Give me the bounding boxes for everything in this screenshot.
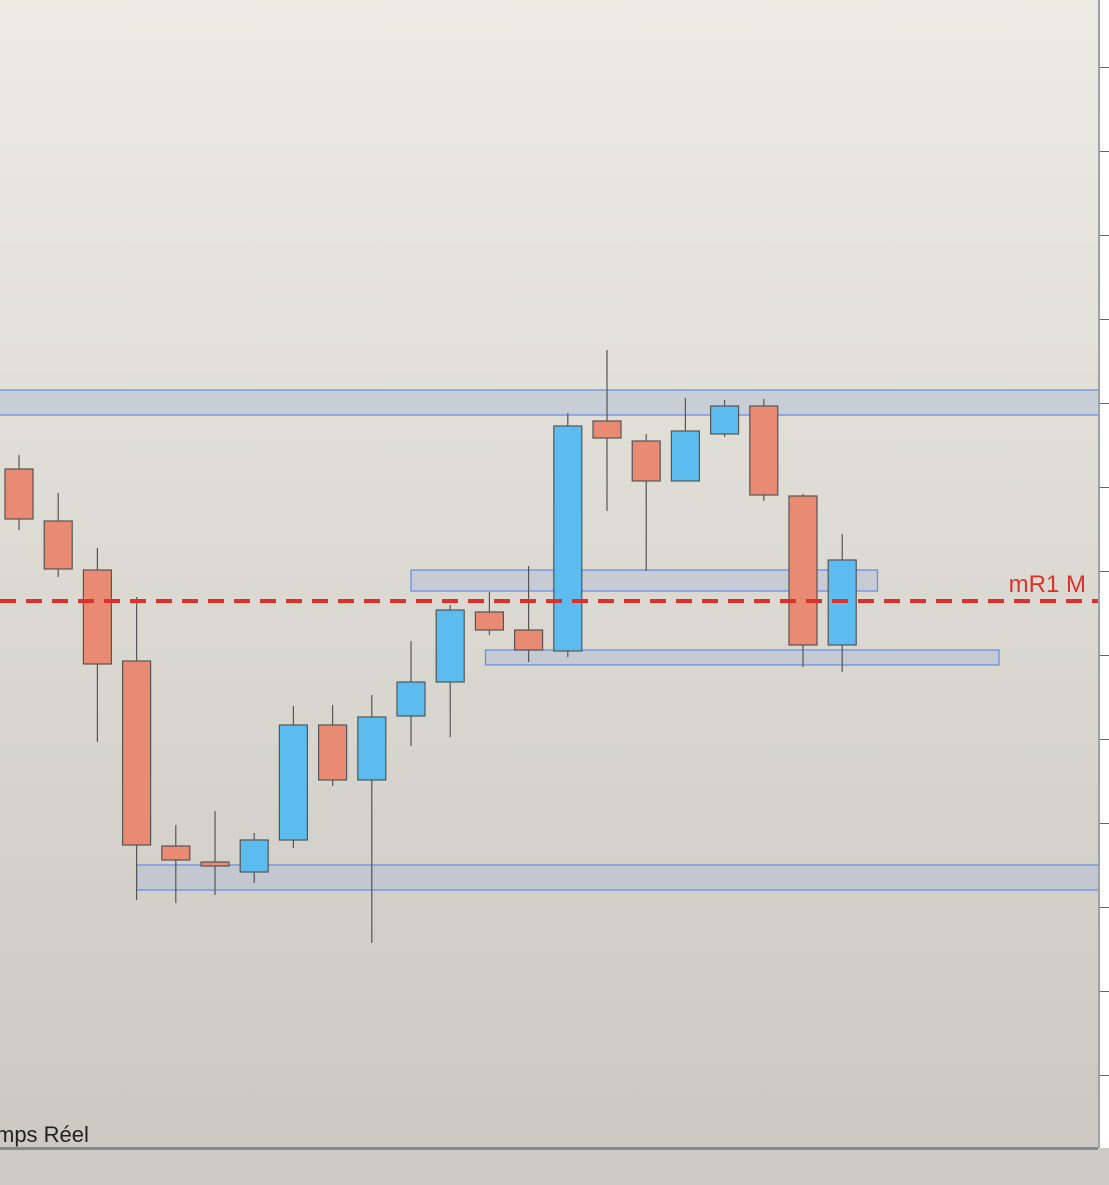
- candle-body-3: [121, 660, 152, 846]
- candle-body-17: [670, 430, 701, 482]
- axis-tick: [1100, 487, 1109, 488]
- candle-body-1: [43, 520, 73, 570]
- candle-body-13: [513, 629, 544, 651]
- candle-body-7: [278, 724, 308, 841]
- candle-body-18: [709, 405, 740, 435]
- axis-tick: [1100, 991, 1109, 992]
- price-axis[interactable]: [1098, 0, 1109, 1148]
- axis-tick: [1100, 151, 1109, 152]
- candle-body-12: [474, 611, 504, 631]
- candle-body-8: [318, 724, 348, 781]
- candle-body-5: [200, 861, 230, 867]
- zone-3: [135, 864, 1098, 891]
- candlestick-chart: mR1 M: [0, 350, 1098, 943]
- candle-body-10: [396, 681, 426, 717]
- pivot-label: mR1 M: [1009, 571, 1086, 598]
- axis-tick: [1100, 67, 1109, 68]
- axis-tick: [1100, 403, 1109, 404]
- candle-body-9: [357, 716, 387, 781]
- axis-tick: [1100, 571, 1109, 572]
- candle-body-15: [592, 420, 622, 439]
- status-text: mps Réel: [0, 1122, 89, 1147]
- zone-2: [484, 649, 1000, 666]
- candle-body-14: [553, 425, 583, 652]
- candle-body-16: [631, 440, 661, 482]
- candle-body-2: [82, 569, 113, 665]
- axis-tick: [1100, 823, 1109, 824]
- candle-body-11: [435, 609, 465, 683]
- chart-bottom-border: [0, 1147, 1098, 1150]
- axis-tick: [1100, 655, 1109, 656]
- candle-body-6: [239, 839, 269, 873]
- candle-body-4: [161, 845, 191, 861]
- axis-tick: [1100, 739, 1109, 740]
- candle-body-19: [749, 405, 779, 496]
- zone-1: [410, 569, 879, 592]
- axis-tick: [1100, 319, 1109, 320]
- axis-tick: [1100, 907, 1109, 908]
- axis-tick: [1100, 235, 1109, 236]
- zone-0: [0, 389, 1098, 416]
- axis-tick: [1100, 1075, 1109, 1076]
- candle-body-0: [4, 468, 34, 520]
- candle-body-20: [788, 495, 818, 646]
